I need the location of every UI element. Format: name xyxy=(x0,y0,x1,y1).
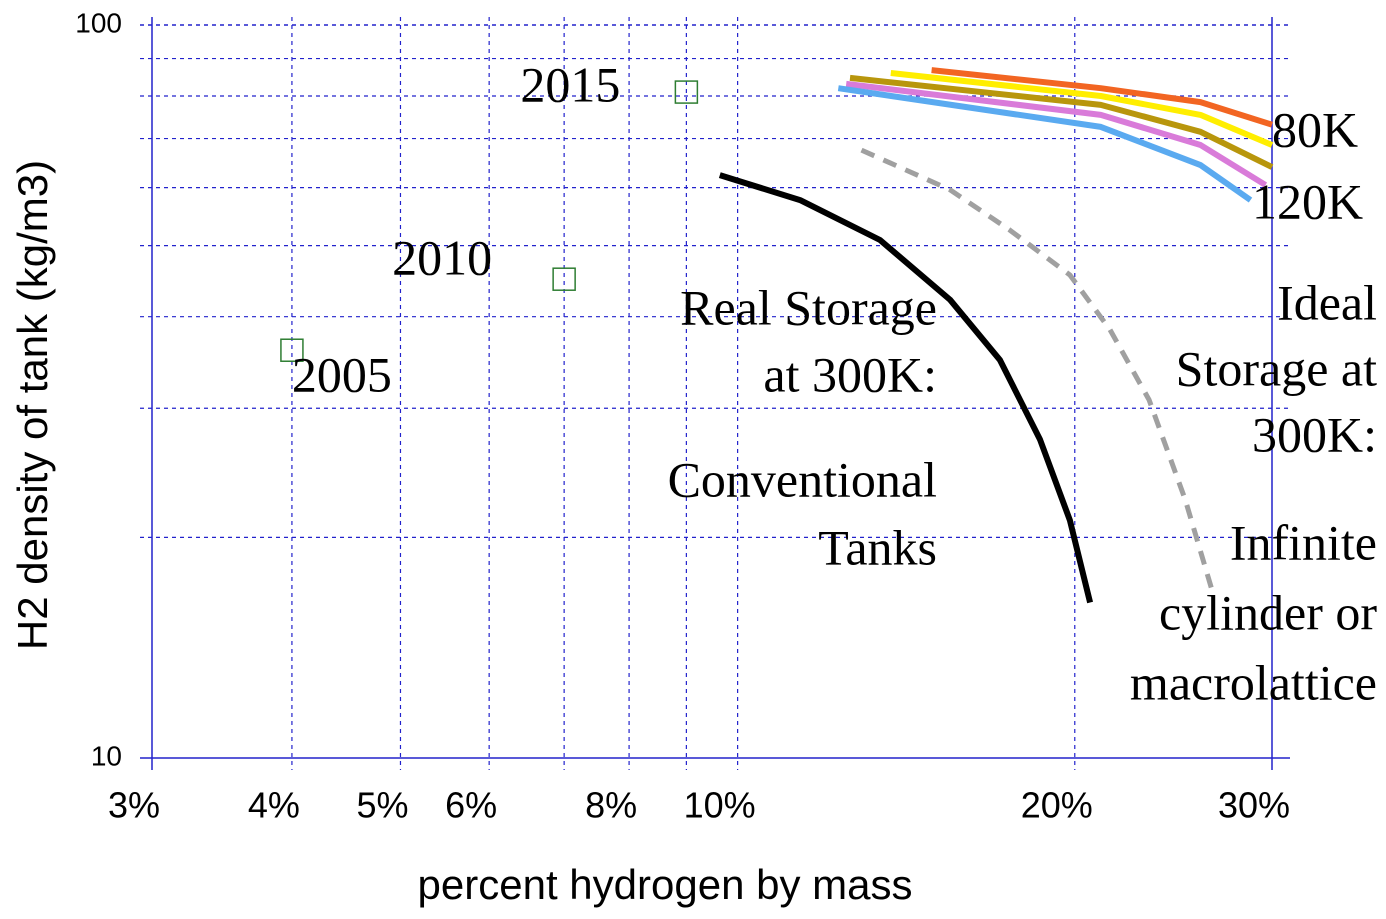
annotation: Conventional xyxy=(668,451,937,507)
annotation: macrolattice xyxy=(1130,654,1377,710)
annotation: at 300K: xyxy=(763,346,937,402)
curve xyxy=(931,67,1273,128)
annotation: Real Storage xyxy=(680,279,937,335)
x-tick-label: 30% xyxy=(1218,785,1290,826)
target-point xyxy=(552,267,576,291)
annotation: Tanks xyxy=(818,519,937,575)
x-tick-label: 4% xyxy=(248,785,300,826)
x-tick-label: 6% xyxy=(445,785,497,826)
point-label: 2015 xyxy=(520,57,620,113)
annotation: 300K: xyxy=(1252,406,1377,462)
x-axis-title: percent hydrogen by mass xyxy=(418,861,913,908)
x-tick-label: 20% xyxy=(1021,785,1093,826)
target-point xyxy=(280,338,304,362)
point-label: 2010 xyxy=(392,230,492,286)
y-tick-label: 10 xyxy=(91,740,122,771)
y-tick-label: 100 xyxy=(75,7,122,38)
annotation: Infinite xyxy=(1230,514,1377,570)
y-axis-title: H2 density of tank (kg/m3) xyxy=(9,160,56,650)
x-tick-label: 8% xyxy=(585,785,637,826)
x-tick-label: 3% xyxy=(108,785,160,826)
point-label: 2005 xyxy=(292,347,392,403)
annotation: 120K xyxy=(1252,173,1363,229)
curve xyxy=(860,147,1215,590)
annotation: Ideal xyxy=(1277,274,1377,330)
curve xyxy=(890,70,1274,148)
curve xyxy=(837,85,1253,203)
curve xyxy=(845,80,1268,188)
annotation: cylinder or xyxy=(1159,584,1377,640)
annotation: 80K xyxy=(1272,101,1358,157)
x-tick-label: 10% xyxy=(684,785,756,826)
curve xyxy=(718,172,1094,604)
annotation: Storage at xyxy=(1176,340,1377,396)
x-tick-label: 5% xyxy=(356,785,408,826)
target-point xyxy=(674,80,699,104)
curve xyxy=(849,74,1274,170)
